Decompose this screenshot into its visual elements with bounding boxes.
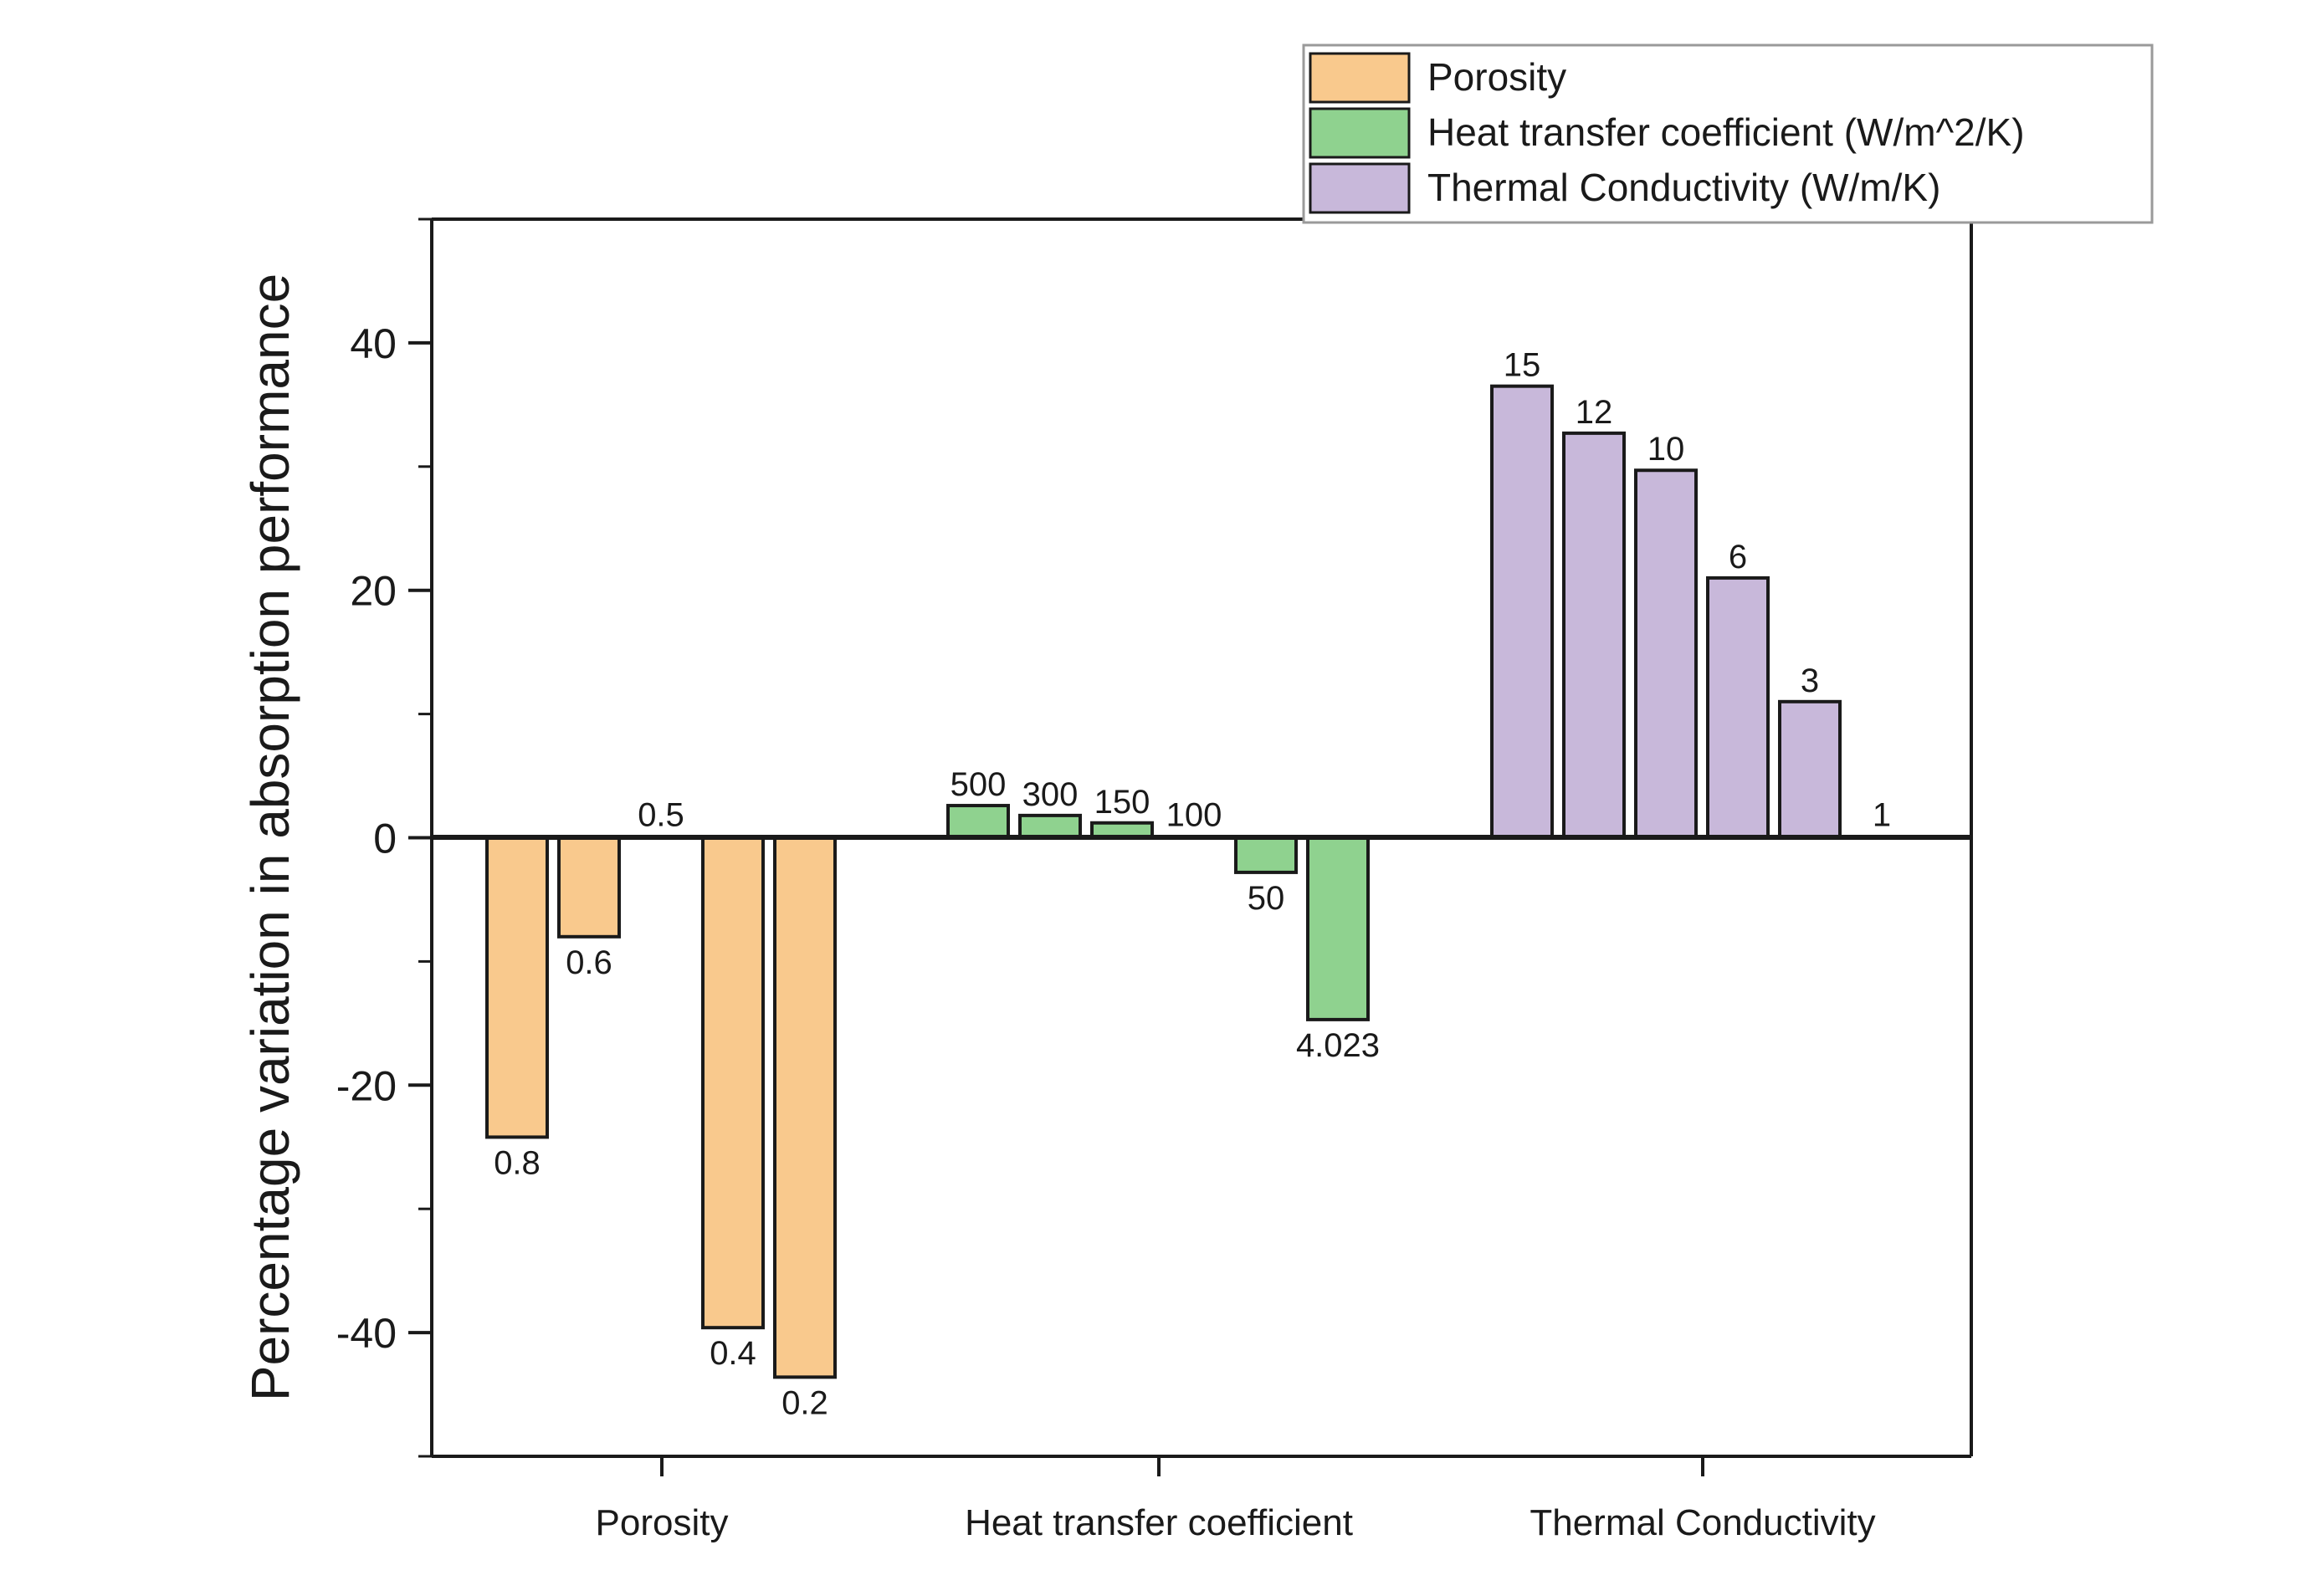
- bar-value-label: 150: [1094, 784, 1150, 821]
- bar-value-label: 3: [1801, 662, 1819, 699]
- bar-value-label: 100: [1166, 797, 1222, 834]
- bar-value-label: 500: [951, 766, 1007, 803]
- bar-value-label: 1: [1873, 797, 1891, 834]
- legend-swatch: [1309, 162, 1411, 214]
- y-tick-label: 20: [350, 568, 397, 615]
- bar: [1234, 836, 1298, 874]
- bar-value-label: 0.2: [781, 1384, 828, 1421]
- bar-value-label: 0.8: [494, 1144, 541, 1181]
- x-category-label: Porosity: [596, 1502, 729, 1543]
- bar-value-label: 0.5: [638, 797, 684, 834]
- bar: [773, 836, 837, 1379]
- legend-label: Thermal Conductivity (W/m/K): [1427, 166, 1940, 209]
- bar: [1562, 431, 1626, 840]
- legend: Porosity Heat transfer coefficient (W/m^2…: [1302, 43, 2154, 224]
- bar: [1634, 468, 1698, 840]
- bar-value-label: 300: [1022, 776, 1079, 813]
- bar: [557, 836, 621, 939]
- bar-value-labels: 0.8 0.6 0.5 0.4 0.2 500 300 150 100 50 4.023 15 12 10…: [494, 347, 1891, 1422]
- x-category-label: Heat transfer coefficient: [965, 1502, 1353, 1543]
- bar: [1706, 575, 1770, 840]
- bar: [1490, 384, 1554, 840]
- bars-layer: [485, 384, 1842, 1379]
- bar-value-label: 6: [1729, 539, 1747, 575]
- legend-swatch: [1309, 107, 1411, 159]
- legend-box: [1302, 43, 2154, 224]
- bar-value-label: 12: [1576, 394, 1613, 431]
- legend-swatch: [1309, 52, 1411, 104]
- bar: [485, 836, 549, 1139]
- bar-value-label: 0.6: [566, 944, 612, 981]
- y-tick-label: 40: [350, 320, 397, 367]
- y-tick-label: -20: [336, 1062, 397, 1109]
- bar: [946, 804, 1010, 840]
- legend-label: Heat transfer coefficient (W/m^2/K): [1427, 110, 2025, 154]
- bar-value-label: 0.4: [710, 1335, 756, 1372]
- bar-value-label: 4.023: [1296, 1027, 1380, 1064]
- bar: [1306, 836, 1370, 1021]
- y-axis-ticks: -40 -20 0 20 40: [336, 217, 432, 1458]
- x-axis-ticks: Porosity Heat transfer coefficient Thermal…: [596, 1456, 1876, 1543]
- bar-value-label: 50: [1248, 880, 1285, 917]
- bar: [1018, 813, 1082, 840]
- bar-value-label: 15: [1504, 347, 1541, 384]
- bar-value-label: 10: [1647, 431, 1685, 468]
- y-tick-label: -40: [336, 1310, 397, 1357]
- y-axis-label: Percentage variation in absorption perfo…: [240, 274, 300, 1401]
- x-category-label: Thermal Conductivity: [1530, 1502, 1875, 1543]
- bar: [1778, 699, 1842, 840]
- legend-label: Porosity: [1427, 55, 1566, 99]
- y-tick-label: 0: [373, 816, 397, 862]
- bar: [701, 836, 765, 1330]
